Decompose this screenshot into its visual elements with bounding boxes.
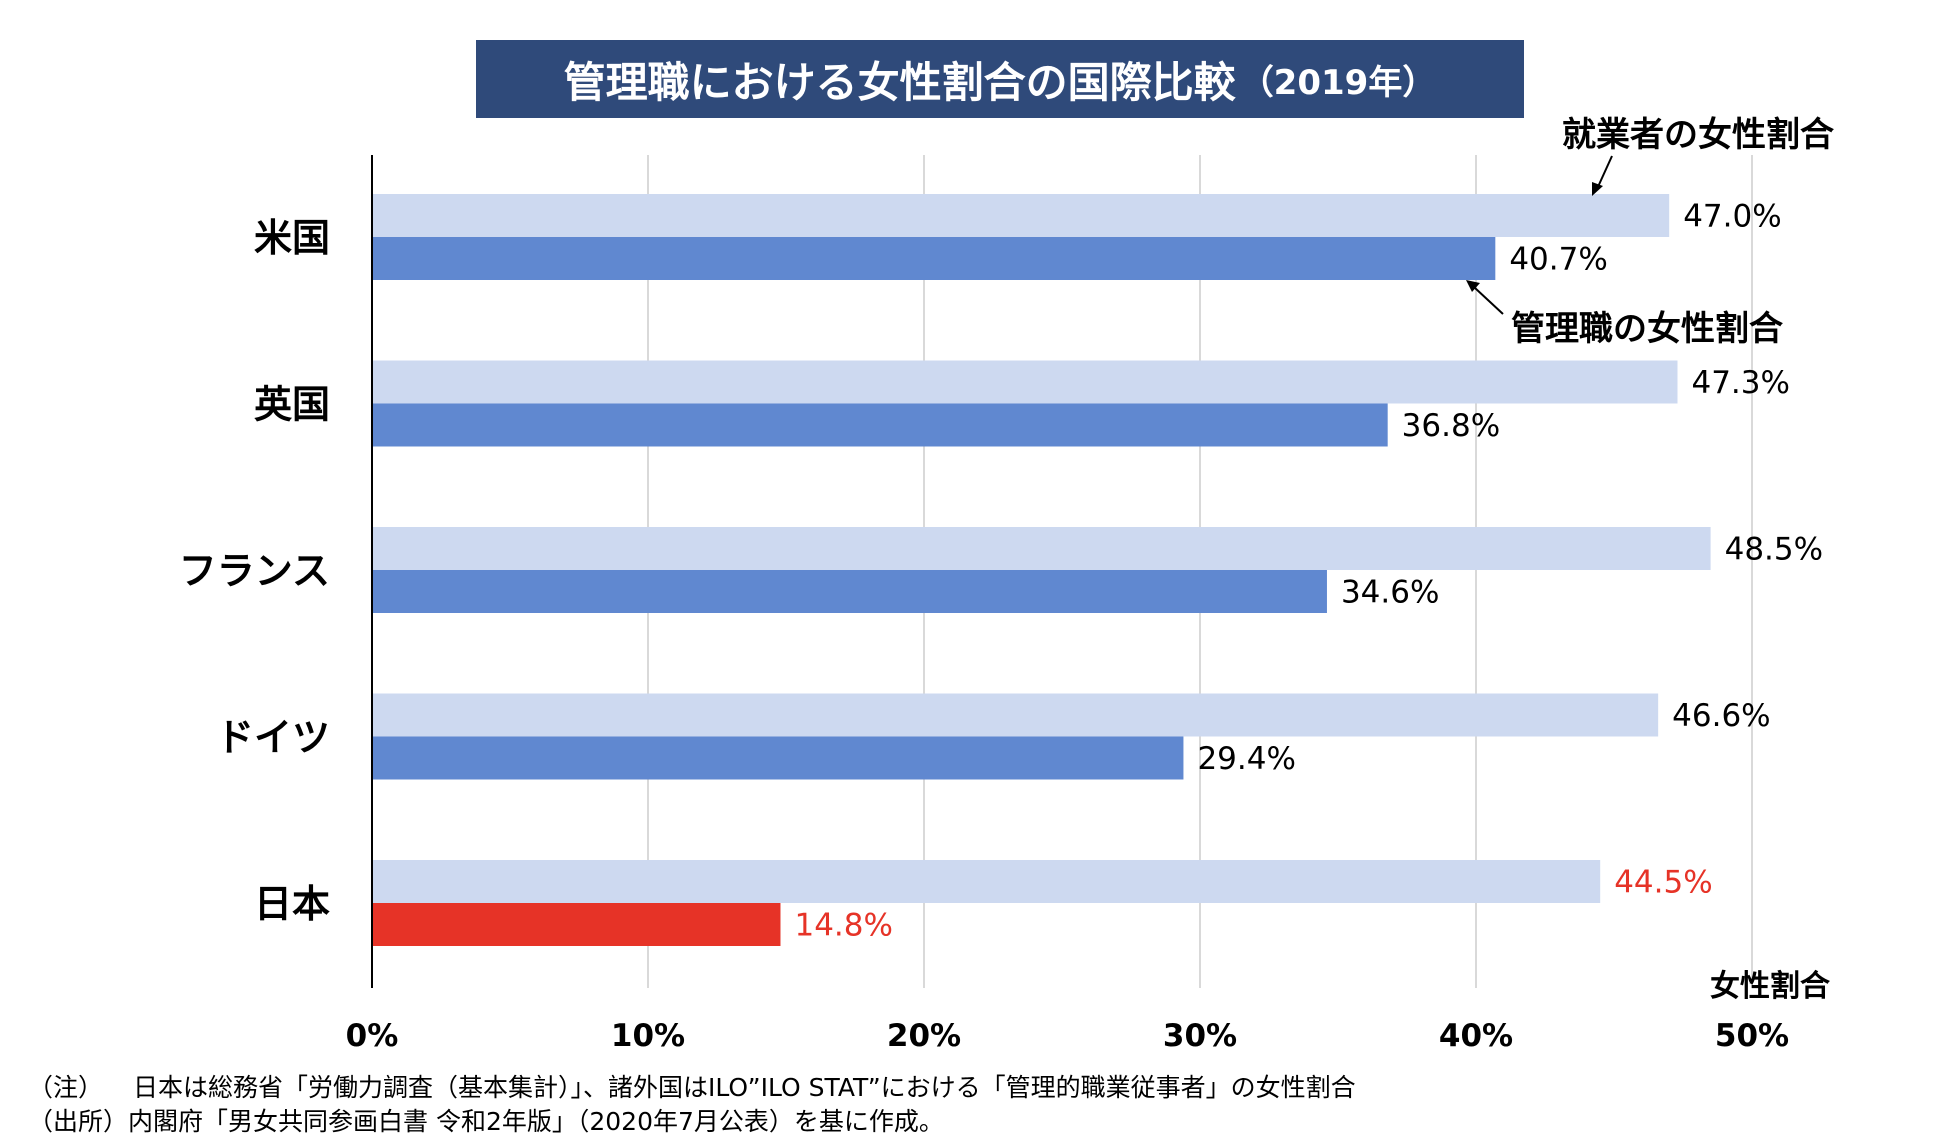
bars [372,194,1711,946]
data-label: 47.3% [1691,365,1789,401]
manager-share-arrow [1474,287,1504,315]
bar-manager [372,570,1327,613]
data-label: 29.4% [1197,741,1295,777]
source-tag: （出所） [28,1107,129,1136]
bar-employed [372,527,1711,570]
chart-title: 管理職における女性割合の国際比較 （2019年） [476,40,1524,118]
category-label: 日本 [254,882,330,926]
bar-employed [372,194,1670,237]
employed-share-annotation: 就業者の女性割合 [1562,115,1834,155]
employed-share-arrow [1596,155,1613,190]
footnote-text: 日本は総務省「労働力調査（基本集計）」、諸外国はILO”ILO STAT”におけ… [133,1073,1356,1102]
manager-share-annotation: 管理職の女性割合 [1511,309,1783,349]
x-tick-label: 10% [611,1018,685,1054]
category-label: ドイツ [216,716,330,760]
bar-manager [372,237,1496,280]
data-label: 46.6% [1672,698,1770,734]
x-tick-label: 50% [1715,1018,1789,1054]
bar-manager [372,736,1184,780]
source-note: （出所）内閣府「男女共同参画白書 令和2年版」（2020年7月公表）を基に作成。 [28,1102,944,1138]
employed-share-arrow-head [1592,182,1603,196]
data-labels: 47.0% 40.7% 47.3% 36.8% 48.5% 34.6% 46.6% 29.4%… [794,199,1823,944]
x-tick-label: 20% [887,1018,961,1054]
chart-title-text: 管理職における女性割合の国際比較 [563,57,1236,107]
data-label: 44.5% [1614,865,1712,901]
data-label: 47.0% [1683,199,1781,235]
chart-title-year: （2019年） [1239,62,1437,103]
source-text: 内閣府「男女共同参画白書 令和2年版」（2020年7月公表）を基に作成。 [128,1107,944,1136]
manager-share-arrow-head [1466,280,1480,292]
footnote-tag: （注） [28,1073,104,1102]
x-tick-label: 0% [346,1018,399,1054]
category-label: 英国 [254,383,330,427]
x-tick-label: 40% [1439,1018,1513,1054]
data-label: 36.8% [1402,408,1500,444]
bar-manager [372,903,781,946]
data-label: 40.7% [1509,242,1607,278]
data-label: 48.5% [1725,532,1823,568]
bar-manager [372,403,1388,447]
data-label: 34.6% [1341,575,1439,611]
bar-employed [372,360,1678,404]
bar-employed [372,860,1601,903]
footnote: （注） 日本は総務省「労働力調査（基本集計）」、諸外国はILO”ILO STAT”… [28,1068,1356,1104]
x-tick-label: 30% [1163,1018,1237,1054]
category-label: フランス [179,549,330,593]
x-axis-label: 女性割合 [1710,969,1830,1004]
x-tick-labels: 0% 10% 20% 30% 40% 50% [346,1018,1789,1054]
data-label: 14.8% [794,908,892,944]
category-label: 米国 [254,216,330,260]
bar-employed [372,693,1659,737]
